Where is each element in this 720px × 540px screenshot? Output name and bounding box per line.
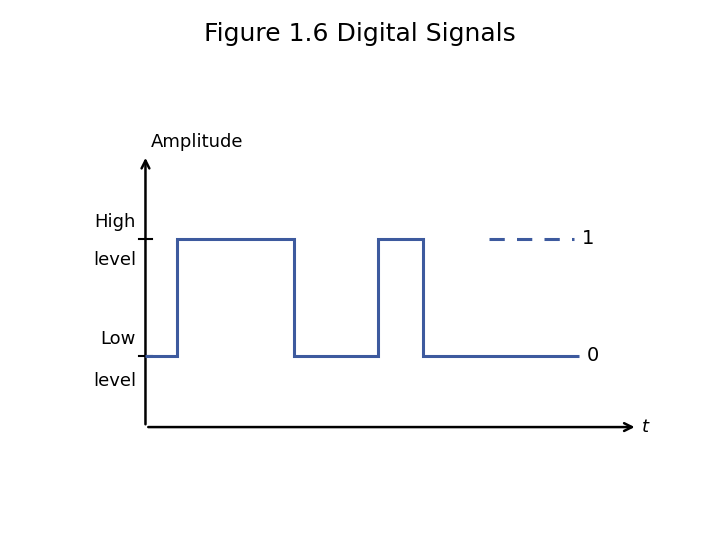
Text: 1: 1 [582,230,594,248]
Text: Amplitude: Amplitude [150,133,243,151]
Text: Low: Low [101,330,136,348]
Text: level: level [93,372,136,390]
Text: Figure 1.6 Digital Signals: Figure 1.6 Digital Signals [204,22,516,45]
Text: 0: 0 [588,347,600,366]
Text: t: t [642,418,649,436]
Text: High: High [94,213,136,231]
Text: level: level [93,251,136,269]
